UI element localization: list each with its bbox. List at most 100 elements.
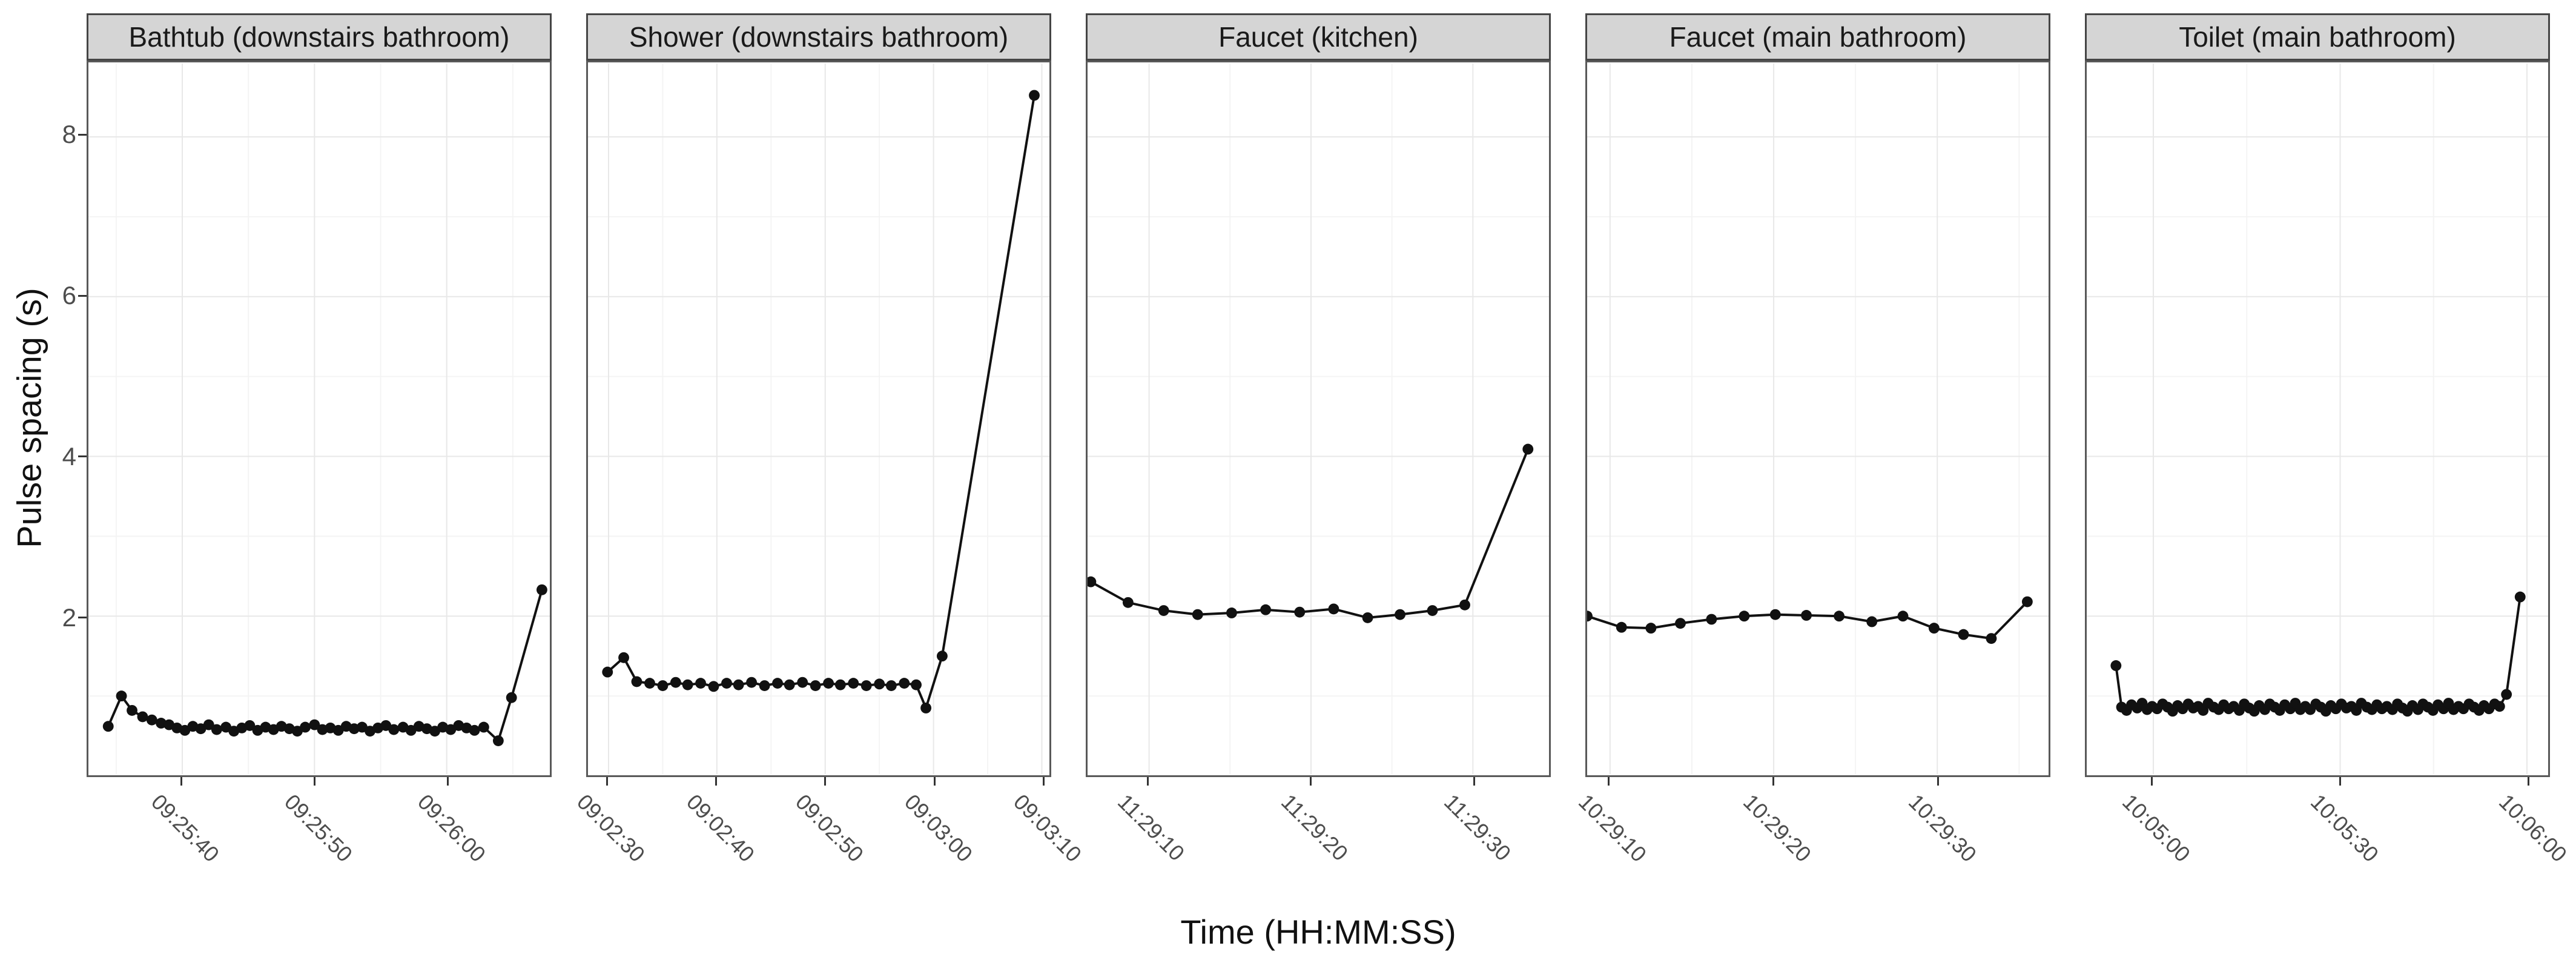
facet-strip: Bathtub (downstairs bathroom) xyxy=(87,13,552,61)
plot-area xyxy=(1585,61,2050,777)
x-tick-label: 09:26:00 xyxy=(413,789,491,867)
x-tick-label: 11:29:30 xyxy=(1439,789,1516,866)
x-tick-label: 09:03:10 xyxy=(1009,789,1087,867)
data-point xyxy=(1587,611,1593,622)
data-point xyxy=(657,680,669,691)
data-point xyxy=(733,679,744,690)
data-point xyxy=(1522,443,1534,455)
data-point xyxy=(116,690,127,702)
y-tick-label: 4 xyxy=(62,442,76,471)
data-point xyxy=(137,711,148,723)
data-point xyxy=(127,704,137,716)
data-point xyxy=(1158,605,1169,616)
data-point xyxy=(797,677,808,688)
data-point xyxy=(536,584,547,595)
facet-strip-title: Toilet (main bathroom) xyxy=(2179,21,2456,53)
data-point xyxy=(618,652,629,663)
plot-area xyxy=(1086,61,1551,777)
x-axis-title: Time (HH:MM:SS) xyxy=(1180,913,1456,951)
x-tick-mark xyxy=(1042,777,1045,786)
data-point xyxy=(1459,599,1470,611)
data-point xyxy=(1645,623,1657,634)
y-tick-label: 6 xyxy=(62,281,76,310)
facet-strip: Shower (downstairs bathroom) xyxy=(586,13,1051,61)
data-point xyxy=(708,681,719,692)
data-point xyxy=(1427,605,1438,616)
x-tick-mark xyxy=(1772,777,1774,786)
data-point xyxy=(1739,611,1750,622)
x-tick-label: 09:02:30 xyxy=(572,789,650,867)
x-tick-mark xyxy=(1473,777,1475,786)
y-tick-mark xyxy=(78,455,87,458)
x-tick-label: 10:29:20 xyxy=(1739,789,1817,867)
data-point xyxy=(469,724,480,736)
x-tick-mark xyxy=(933,777,936,786)
data-point xyxy=(1226,607,1237,618)
data-point xyxy=(2514,591,2526,603)
data-point xyxy=(920,703,932,713)
data-point xyxy=(1294,606,1306,618)
data-point xyxy=(1928,623,1940,634)
data-point xyxy=(1395,609,1405,620)
data-point xyxy=(1362,612,1373,623)
x-tick-mark xyxy=(313,777,315,786)
y-tick-mark xyxy=(78,294,87,297)
x-tick-mark xyxy=(1607,777,1610,786)
data-point xyxy=(746,677,758,688)
plot-area xyxy=(2085,61,2550,777)
data-point xyxy=(102,721,114,732)
data-point xyxy=(602,666,613,678)
facet-strip: Faucet (main bathroom) xyxy=(1585,13,2050,61)
data-point xyxy=(1088,576,1097,588)
data-point xyxy=(784,679,795,690)
data-point xyxy=(1834,611,1845,622)
data-point xyxy=(885,680,897,691)
data-point xyxy=(682,679,693,690)
data-point xyxy=(631,676,642,687)
facet-strip-title: Shower (downstairs bathroom) xyxy=(629,21,1009,53)
data-point xyxy=(1675,618,1686,629)
data-point xyxy=(2021,596,2033,607)
x-tick-label: 11:29:20 xyxy=(1276,789,1353,866)
plot-area xyxy=(586,61,1051,777)
data-point xyxy=(911,679,922,690)
facet-strip-title: Faucet (kitchen) xyxy=(1218,21,1418,53)
data-point xyxy=(244,720,256,731)
data-point xyxy=(300,721,311,733)
data-point xyxy=(506,692,517,703)
facet-strip: Faucet (kitchen) xyxy=(1086,13,1551,61)
data-point xyxy=(899,678,910,689)
y-tick-label: 8 xyxy=(62,120,76,149)
data-point xyxy=(309,719,320,730)
x-tick-mark xyxy=(715,777,718,786)
x-tick-label: 09:02:40 xyxy=(681,789,759,867)
data-point xyxy=(772,678,783,689)
x-tick-mark xyxy=(1146,777,1149,786)
data-point xyxy=(1260,604,1272,615)
data-point xyxy=(2110,660,2122,671)
data-point xyxy=(1122,597,1134,608)
data-point xyxy=(1769,609,1781,620)
y-tick-mark xyxy=(78,133,87,136)
data-point xyxy=(644,678,655,689)
data-point xyxy=(936,650,948,662)
x-tick-mark xyxy=(180,777,182,786)
x-tick-label: 09:25:40 xyxy=(147,789,225,867)
facet-strip-title: Bathtub (downstairs bathroom) xyxy=(128,21,510,53)
x-tick-label: 09:25:50 xyxy=(280,789,358,867)
data-point xyxy=(670,677,681,688)
x-tick-mark xyxy=(824,777,827,786)
x-tick-label: 09:02:50 xyxy=(790,789,868,867)
data-point xyxy=(1801,610,1812,621)
data-point xyxy=(2501,689,2512,700)
x-tick-mark xyxy=(446,777,449,786)
x-tick-label: 10:05:30 xyxy=(2305,789,2383,867)
data-point xyxy=(203,719,214,730)
data-point xyxy=(1866,616,1878,627)
data-line xyxy=(1090,448,1530,619)
x-tick-mark xyxy=(2339,777,2342,786)
x-tick-mark xyxy=(606,777,608,786)
data-point xyxy=(388,724,400,735)
data-point xyxy=(1328,603,1339,615)
data-point xyxy=(860,680,872,691)
